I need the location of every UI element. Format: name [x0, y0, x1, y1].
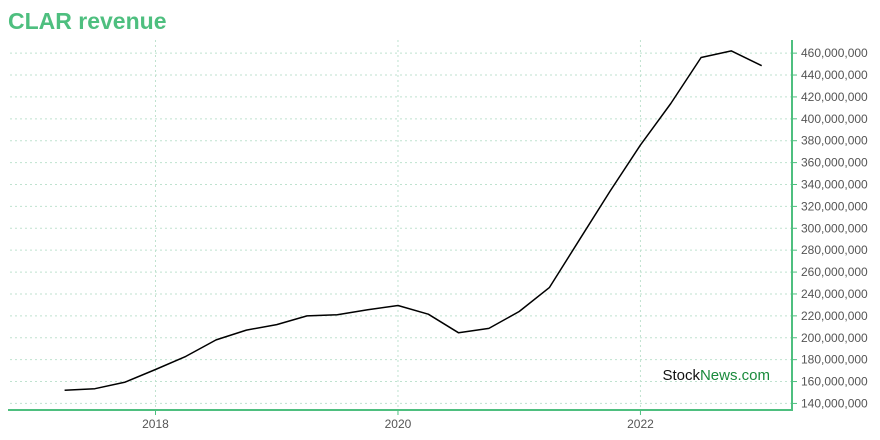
series-layer	[64, 50, 763, 392]
y-tick-label: 180,000,000	[801, 353, 868, 367]
y-tick-label: 240,000,000	[801, 287, 868, 301]
watermark-part-com: .com	[737, 367, 770, 384]
y-tick-label: 460,000,000	[801, 46, 868, 60]
x-tick-labels: 2018 2020 2022	[142, 417, 654, 431]
y-tick-label: 140,000,000	[801, 396, 868, 410]
watermark-part-news: News	[700, 367, 738, 384]
y-tick-label: 380,000,000	[801, 134, 868, 148]
y-tick-label: 360,000,000	[801, 156, 868, 170]
y-tick-label: 420,000,000	[801, 90, 868, 104]
y-tick-label: 280,000,000	[801, 243, 868, 257]
y-tick-label: 200,000,000	[801, 331, 868, 345]
stocknews-watermark: StockNews.com	[662, 367, 770, 384]
y-tick-label: 300,000,000	[801, 221, 868, 235]
revenue-series-line	[64, 50, 763, 392]
y-tick-label: 400,000,000	[801, 112, 868, 126]
watermark-part-stock: Stock	[662, 367, 700, 384]
y-tick-labels: 140,000,000 160,000,000 180,000,000 200,000…	[801, 46, 868, 410]
y-tick-label: 320,000,000	[801, 199, 868, 213]
chart-title: CLAR revenue	[8, 8, 167, 34]
x-tick-label: 2022	[627, 417, 654, 431]
x-tick-label: 2018	[142, 417, 169, 431]
y-tick-label: 220,000,000	[801, 309, 868, 323]
axes	[8, 40, 797, 415]
x-tick-label: 2020	[385, 417, 412, 431]
y-tick-label: 260,000,000	[801, 265, 868, 279]
y-tick-label: 340,000,000	[801, 177, 868, 191]
grid-lines	[10, 40, 792, 410]
y-tick-label: 440,000,000	[801, 68, 868, 82]
y-tick-label: 160,000,000	[801, 375, 868, 389]
